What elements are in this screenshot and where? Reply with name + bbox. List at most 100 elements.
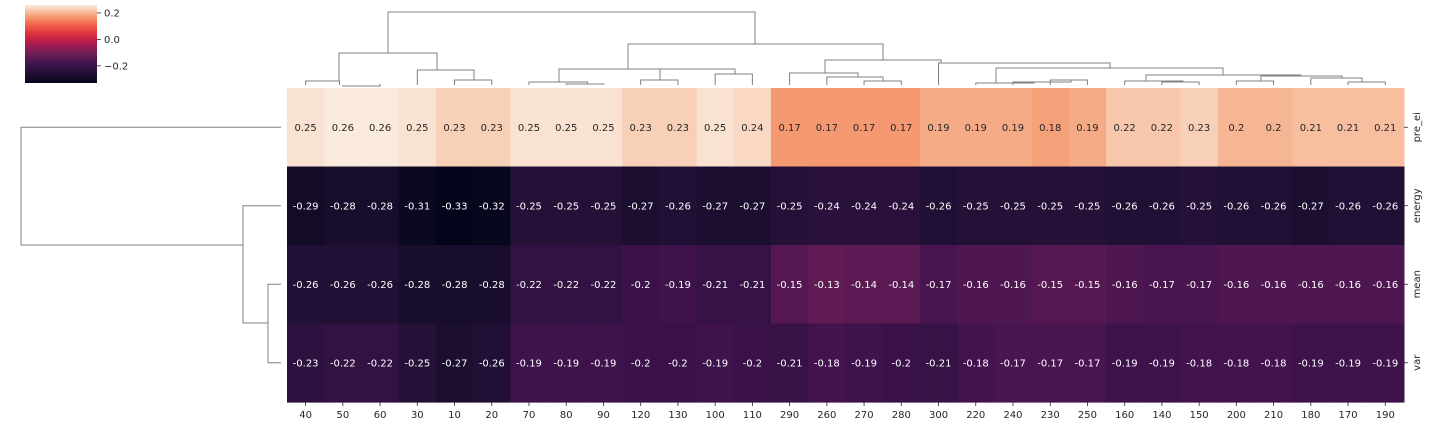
- dendrogram-link: [863, 80, 902, 85]
- cell-value-label: -0.27: [739, 201, 765, 212]
- heatmap-cell: [1180, 323, 1219, 403]
- cell-value-label: -0.17: [926, 280, 952, 291]
- heatmap-cell: [1068, 88, 1107, 168]
- heatmap-cell: [361, 88, 400, 168]
- cell-value-label: -0.26: [1112, 201, 1138, 212]
- x-tick-label: 100: [706, 410, 725, 421]
- heatmap-cell: [919, 323, 958, 403]
- heatmap-cell: [845, 166, 884, 246]
- cell-value-label: 0.22: [1151, 123, 1173, 134]
- colorbar-tick-label: 0.0: [104, 35, 120, 46]
- heatmap-cell: [473, 88, 511, 168]
- cell-value-label: -0.19: [851, 358, 877, 369]
- heatmap-cell: [882, 323, 921, 403]
- heatmap-cell: [1329, 166, 1368, 246]
- heatmap-cell: [324, 323, 363, 403]
- x-tick-label: 130: [668, 410, 687, 421]
- heatmap-cell: [696, 166, 735, 246]
- x-axis-ticks: 40 50 60 30 10 20 70 80 90 120 130 100 110 290 260 270 2…: [299, 402, 1395, 421]
- cell-value-label: 0.19: [1076, 123, 1098, 134]
- cell-value-label: -0.24: [814, 201, 840, 212]
- dendrogram-link: [627, 43, 884, 69]
- cell-value-label: -0.27: [702, 201, 728, 212]
- heatmap-cell: [1254, 245, 1293, 325]
- heatmap-cell: [287, 245, 325, 325]
- cell-value-label: -0.15: [777, 280, 803, 291]
- cell-value-label: -0.16: [1372, 280, 1398, 291]
- y-tick-label: mean: [1412, 270, 1423, 298]
- heatmap-cell: [1031, 88, 1070, 168]
- cell-value-label: 0.17: [890, 123, 912, 134]
- x-tick-label: 70: [523, 410, 536, 421]
- dendrogram-link: [1124, 80, 1184, 85]
- heatmap-cell: [1217, 88, 1256, 168]
- heatmap-cell: [808, 323, 847, 403]
- heatmap-cell: [1217, 166, 1256, 246]
- cell-value-label: 0.21: [1337, 123, 1359, 134]
- heatmap-cell: [1217, 323, 1256, 403]
- cell-value-label: -0.16: [1112, 280, 1138, 291]
- cell-value-label: -0.27: [1298, 201, 1324, 212]
- heatmap-cell: [994, 323, 1033, 403]
- dendrogram-link: [1347, 81, 1386, 85]
- dendrogram-link: [305, 80, 340, 85]
- dendrogram-link: [20, 126, 281, 246]
- heatmap-cell: [435, 166, 474, 246]
- heatmap-cell: [919, 166, 958, 246]
- heatmap-cell: [1068, 323, 1107, 403]
- dendrogram-link: [975, 82, 1035, 85]
- dendrogram-link: [338, 52, 438, 81]
- heatmap-cell: [1106, 245, 1144, 325]
- heatmap-cell: [696, 245, 735, 325]
- heatmap-cell: [1366, 166, 1405, 246]
- row-dendrogram: [20, 126, 281, 364]
- heatmap-cell: [770, 323, 809, 403]
- heatmap-cell: [1068, 245, 1107, 325]
- x-tick-label: 230: [1041, 410, 1060, 421]
- cell-value-label: -0.18: [1186, 358, 1212, 369]
- heatmap-cell: [547, 323, 586, 403]
- heatmap-cell: [361, 166, 400, 246]
- heatmap-cell: [659, 88, 698, 168]
- cell-value-label: 0.23: [481, 123, 503, 134]
- heatmap-cell: [808, 88, 847, 168]
- heatmap-cell: [696, 323, 735, 403]
- heatmap-cell: [770, 166, 809, 246]
- heatmap-cell: [324, 88, 363, 168]
- x-tick-label: 120: [631, 410, 650, 421]
- heatmap-cell: [919, 88, 958, 168]
- colorbar-gradient: [25, 5, 97, 83]
- heatmap-cell: [584, 88, 623, 168]
- dendrogram-link: [267, 283, 281, 364]
- cell-value-label: 0.23: [1188, 123, 1210, 134]
- cell-value-label: -0.25: [553, 201, 579, 212]
- cell-value-label: -0.18: [814, 358, 840, 369]
- cell-value-label: -0.21: [926, 358, 952, 369]
- cell-value-label: -0.16: [1298, 280, 1324, 291]
- cell-value-label: -0.25: [1000, 201, 1026, 212]
- cell-value-label: -0.26: [926, 201, 952, 212]
- heatmap-cell: [1143, 323, 1182, 403]
- cell-value-label: 0.23: [443, 123, 465, 134]
- dendrogram-link: [1161, 81, 1200, 85]
- heatmap-cell: [584, 245, 623, 325]
- cell-value-label: -0.16: [963, 280, 989, 291]
- cell-value-label: -0.2: [631, 358, 651, 369]
- heatmap-cell: [584, 166, 623, 246]
- heatmap-cell: [659, 323, 698, 403]
- x-tick-label: 260: [817, 410, 836, 421]
- cell-value-label: 0.19: [965, 123, 987, 134]
- cell-value-label: -0.24: [851, 201, 877, 212]
- heatmap-cell: [473, 166, 511, 246]
- heatmap-cell: [324, 166, 363, 246]
- heatmap-cell: [845, 245, 884, 325]
- cell-value-label: 0.26: [332, 123, 354, 134]
- cell-value-label: -0.19: [1372, 358, 1398, 369]
- heatmap-cell: [622, 245, 660, 325]
- cell-value-label: -0.26: [479, 358, 505, 369]
- heatmap-cell: [1217, 245, 1256, 325]
- heatmap-cell: [547, 166, 586, 246]
- cell-value-label: 0.22: [1114, 123, 1136, 134]
- heatmap-cell: [919, 245, 958, 325]
- cell-value-label: -0.2: [892, 358, 912, 369]
